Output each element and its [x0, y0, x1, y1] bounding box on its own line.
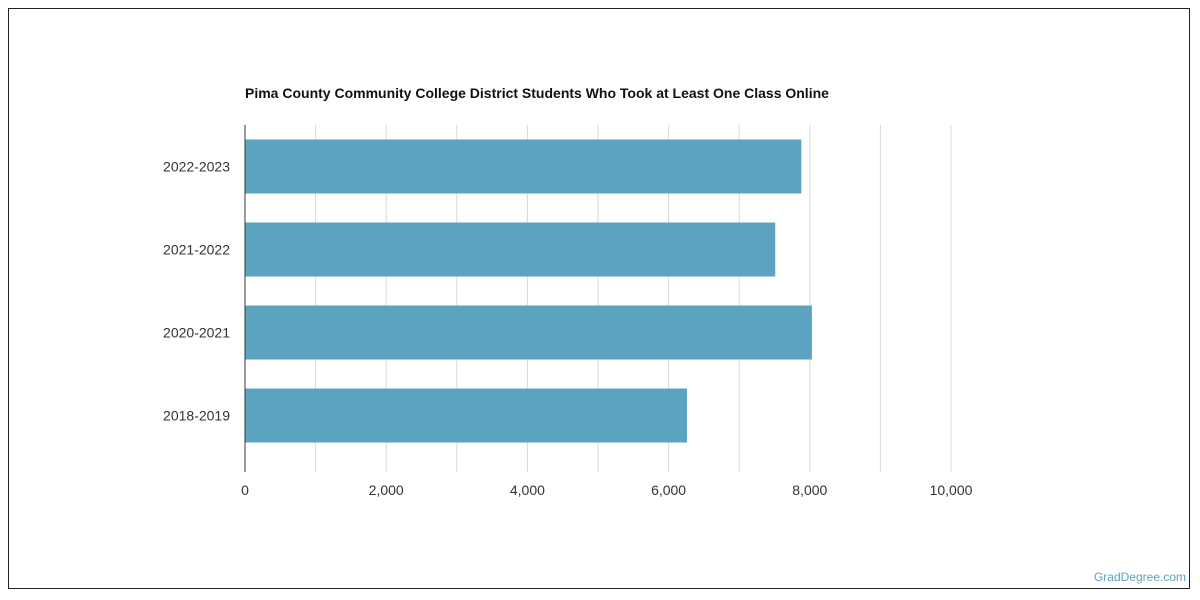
x-tick-label: 2,000 — [369, 482, 404, 498]
x-tick-label: 6,000 — [651, 482, 686, 498]
category-label: 2021-2022 — [163, 242, 230, 258]
category-label: 2022-2023 — [163, 159, 230, 175]
bar-2022-2023[interactable] — [245, 139, 802, 194]
chart-frame — [8, 8, 1190, 589]
x-tick-labels: 0 2,000 4,000 6,000 8,000 10,000 — [241, 482, 973, 498]
x-tick-label: 4,000 — [510, 482, 545, 498]
bar-2018-2019[interactable] — [245, 388, 687, 443]
chart-title: Pima County Community College District S… — [245, 85, 829, 101]
bar-2020-2021[interactable] — [245, 305, 812, 360]
x-tick-label: 0 — [241, 482, 249, 498]
bar-2021-2022[interactable] — [245, 222, 776, 277]
category-label: 2018-2019 — [163, 408, 230, 424]
source-credit-link[interactable]: GradDegree.com — [1093, 570, 1186, 584]
category-label: 2020-2021 — [163, 325, 230, 341]
x-tick-label: 10,000 — [930, 482, 973, 498]
x-tick-label: 8,000 — [792, 482, 827, 498]
bars — [245, 139, 812, 443]
category-labels: 2022-2023 2021-2022 2020-2021 2018-2019 — [163, 159, 230, 424]
